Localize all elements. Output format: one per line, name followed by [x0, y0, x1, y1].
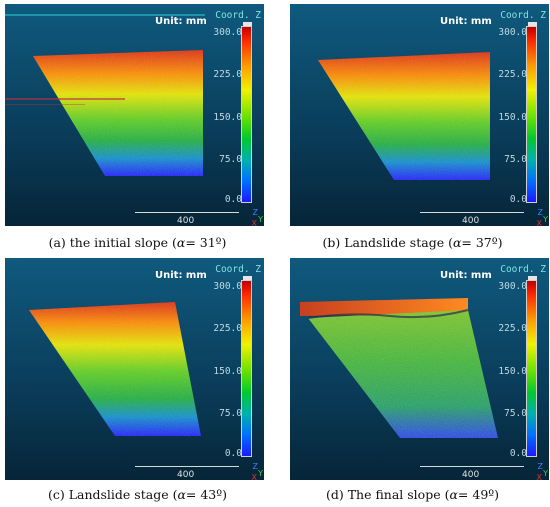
caption-a-suffix: = 31º): [185, 235, 227, 250]
axis-x-label: X: [251, 219, 257, 226]
tick-0: 0.0: [509, 448, 527, 459]
colorbar: [526, 26, 537, 203]
tick-225: 225.0: [498, 323, 527, 334]
tick-75: 75.0: [504, 408, 527, 419]
scale-label: 400: [462, 470, 480, 480]
tick-300: 300.0: [498, 27, 527, 38]
axis-x-label: X: [536, 219, 542, 226]
tick-225: 225.0: [213, 69, 242, 80]
colorbar-cap: [528, 22, 537, 26]
axis-y-label: Y: [258, 215, 263, 224]
panel-c: Unit: mm Coord. Z 300.0 225.0 150.0 75.0…: [5, 258, 264, 480]
scale-label: 400: [177, 216, 195, 226]
caption-c-var: α: [177, 487, 186, 502]
tick-75: 75.0: [504, 154, 527, 165]
caption-a-var: α: [176, 235, 186, 250]
coord-label: Coord. Z: [215, 10, 261, 21]
axis-z-label: Z: [537, 208, 543, 217]
caption-b: (b) Landslide stage (α= 37º): [275, 235, 550, 250]
axis-y-label: Y: [258, 469, 263, 478]
unit-label: Unit: mm: [440, 16, 492, 27]
tick-300: 300.0: [213, 27, 242, 38]
tick-150: 150.0: [213, 366, 242, 377]
caption-b-var: α: [452, 235, 462, 250]
caption-b-suffix: = 37º): [461, 235, 503, 250]
tick-150: 150.0: [498, 366, 527, 377]
axis-y-label: Y: [543, 215, 548, 224]
axis-z-label: Z: [252, 208, 258, 217]
scale-bar: [420, 466, 524, 467]
tick-225: 225.0: [213, 323, 242, 334]
tick-150: 150.0: [498, 112, 527, 123]
slope-surface-b: [318, 52, 490, 180]
colorbar-cap: [243, 276, 252, 280]
unit-label: Unit: mm: [440, 270, 492, 281]
caption-d: (d) The final slope (α= 49º): [275, 487, 550, 502]
panel-a: Unit: mm Coord. Z 300.0 225.0 150.0 75.0…: [5, 4, 264, 226]
caption-d-prefix: (d) The final slope (: [325, 487, 450, 502]
slope-surface-c: [29, 302, 201, 436]
caption-d-var: α: [449, 487, 458, 502]
colorbar-cap: [243, 22, 252, 26]
unit-label: Unit: mm: [155, 270, 207, 281]
tick-0: 0.0: [224, 194, 242, 205]
scale-label: 400: [462, 216, 480, 226]
colorbar: [241, 26, 252, 203]
caption-b-prefix: (b) Landslide stage (: [322, 235, 453, 250]
tick-150: 150.0: [213, 112, 242, 123]
unit-label: Unit: mm: [155, 16, 207, 27]
coord-label: Coord. Z: [500, 10, 546, 21]
coord-label: Coord. Z: [215, 264, 261, 275]
slope-surface-d: [300, 298, 498, 438]
scale-label: 400: [177, 470, 195, 480]
tick-0: 0.0: [509, 194, 527, 205]
panel-d: Unit: mm Coord. Z 300.0 225.0 150.0 75.0…: [290, 258, 549, 480]
tick-300: 300.0: [213, 281, 242, 292]
colorbar: [526, 280, 537, 457]
tick-0: 0.0: [224, 448, 242, 459]
caption-a-prefix: (a) the initial slope (: [48, 235, 177, 250]
colorbar: [241, 280, 252, 457]
caption-a: (a) the initial slope (α= 31º): [0, 235, 275, 250]
tick-75: 75.0: [219, 154, 242, 165]
axis-y-label: Y: [543, 469, 548, 478]
axis-z-label: Z: [537, 462, 543, 471]
caption-d-suffix: = 49º): [457, 487, 500, 502]
caption-c-prefix: (c) Landslide stage (: [47, 487, 178, 502]
caption-c-suffix: = 43º): [185, 487, 228, 502]
axis-z-label: Z: [252, 462, 258, 471]
caption-c: (c) Landslide stage (α= 43º): [0, 487, 275, 502]
tick-75: 75.0: [219, 408, 242, 419]
panel-b: Unit: mm Coord. Z 300.0 225.0 150.0 75.0…: [290, 4, 549, 226]
scale-bar: [420, 212, 524, 213]
slope-surface-a: [5, 14, 205, 176]
tick-225: 225.0: [498, 69, 527, 80]
axis-x-label: X: [536, 473, 542, 480]
tick-300: 300.0: [498, 281, 527, 292]
scale-bar: [135, 212, 239, 213]
coord-label: Coord. Z: [500, 264, 546, 275]
axis-x-label: X: [251, 473, 257, 480]
colorbar-cap: [528, 276, 537, 280]
scale-bar: [135, 466, 239, 467]
